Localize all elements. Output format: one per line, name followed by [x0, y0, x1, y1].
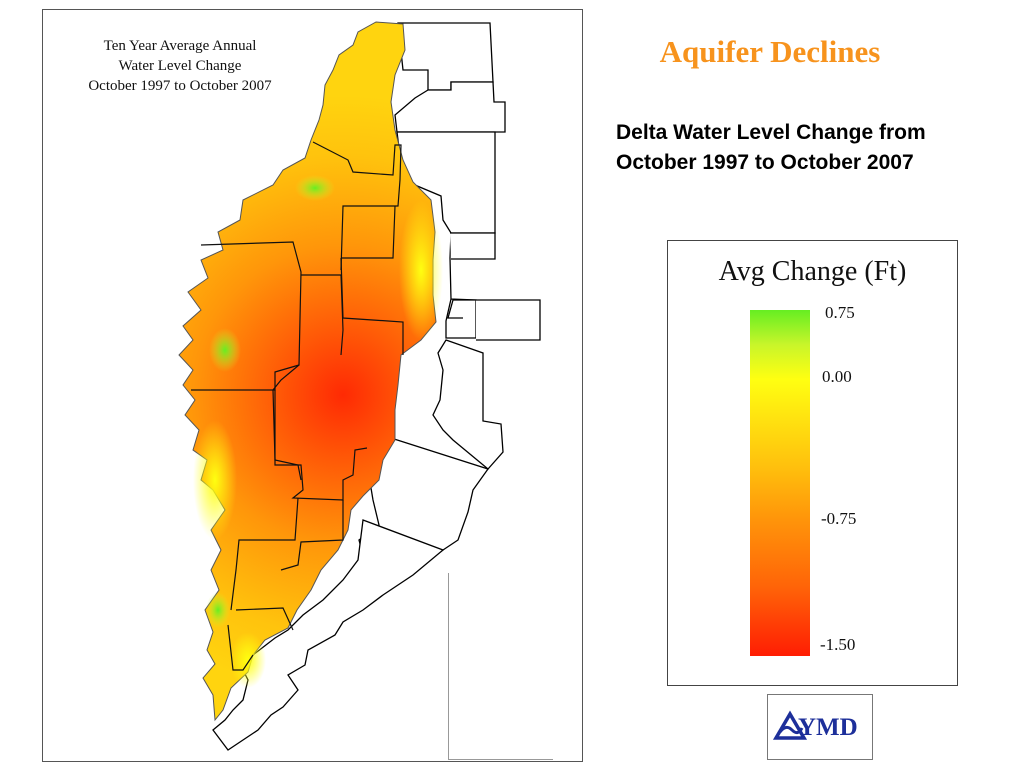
legend-tick-zero: 0.00 [822, 367, 852, 386]
logo: YMD [767, 694, 873, 760]
logo-text: YMD [798, 714, 858, 741]
legend-title: Avg Change (Ft) [718, 256, 907, 287]
heat-accents [193, 175, 443, 688]
map-title-line-3: October 1997 to October 2007 [88, 78, 272, 94]
legend-color-bar [750, 310, 810, 656]
aquifer-map [178, 21, 541, 751]
map-title: Ten Year Average Annual Water Level Chan… [55, 36, 305, 96]
legend-tick-min: -1.50 [820, 635, 856, 654]
legend-tick-max: 0.75 [825, 303, 855, 322]
legend-box: Avg Change (Ft) 0.75 0.00 -0.75 -1.50 [667, 240, 958, 686]
slide-subtitle: Delta Water Level Change from October 19… [616, 118, 1016, 178]
map-title-line-1: Ten Year Average Annual [103, 38, 257, 54]
slide-subtitle-line-1: Delta Water Level Change from [616, 121, 926, 144]
slide-subtitle-line-2: October 1997 to October 2007 [616, 151, 914, 174]
legend-tick-mid: -0.75 [821, 509, 857, 528]
map-title-line-2: Water Level Change [118, 58, 242, 74]
district-lines [191, 141, 404, 671]
slide-title: Aquifer Declines [659, 34, 881, 69]
map-frame: Ten Year Average Annual Water Level Chan… [42, 9, 583, 762]
inset-box [448, 573, 553, 760]
county-boundaries [212, 22, 541, 751]
logo-mark-icon [772, 710, 808, 740]
